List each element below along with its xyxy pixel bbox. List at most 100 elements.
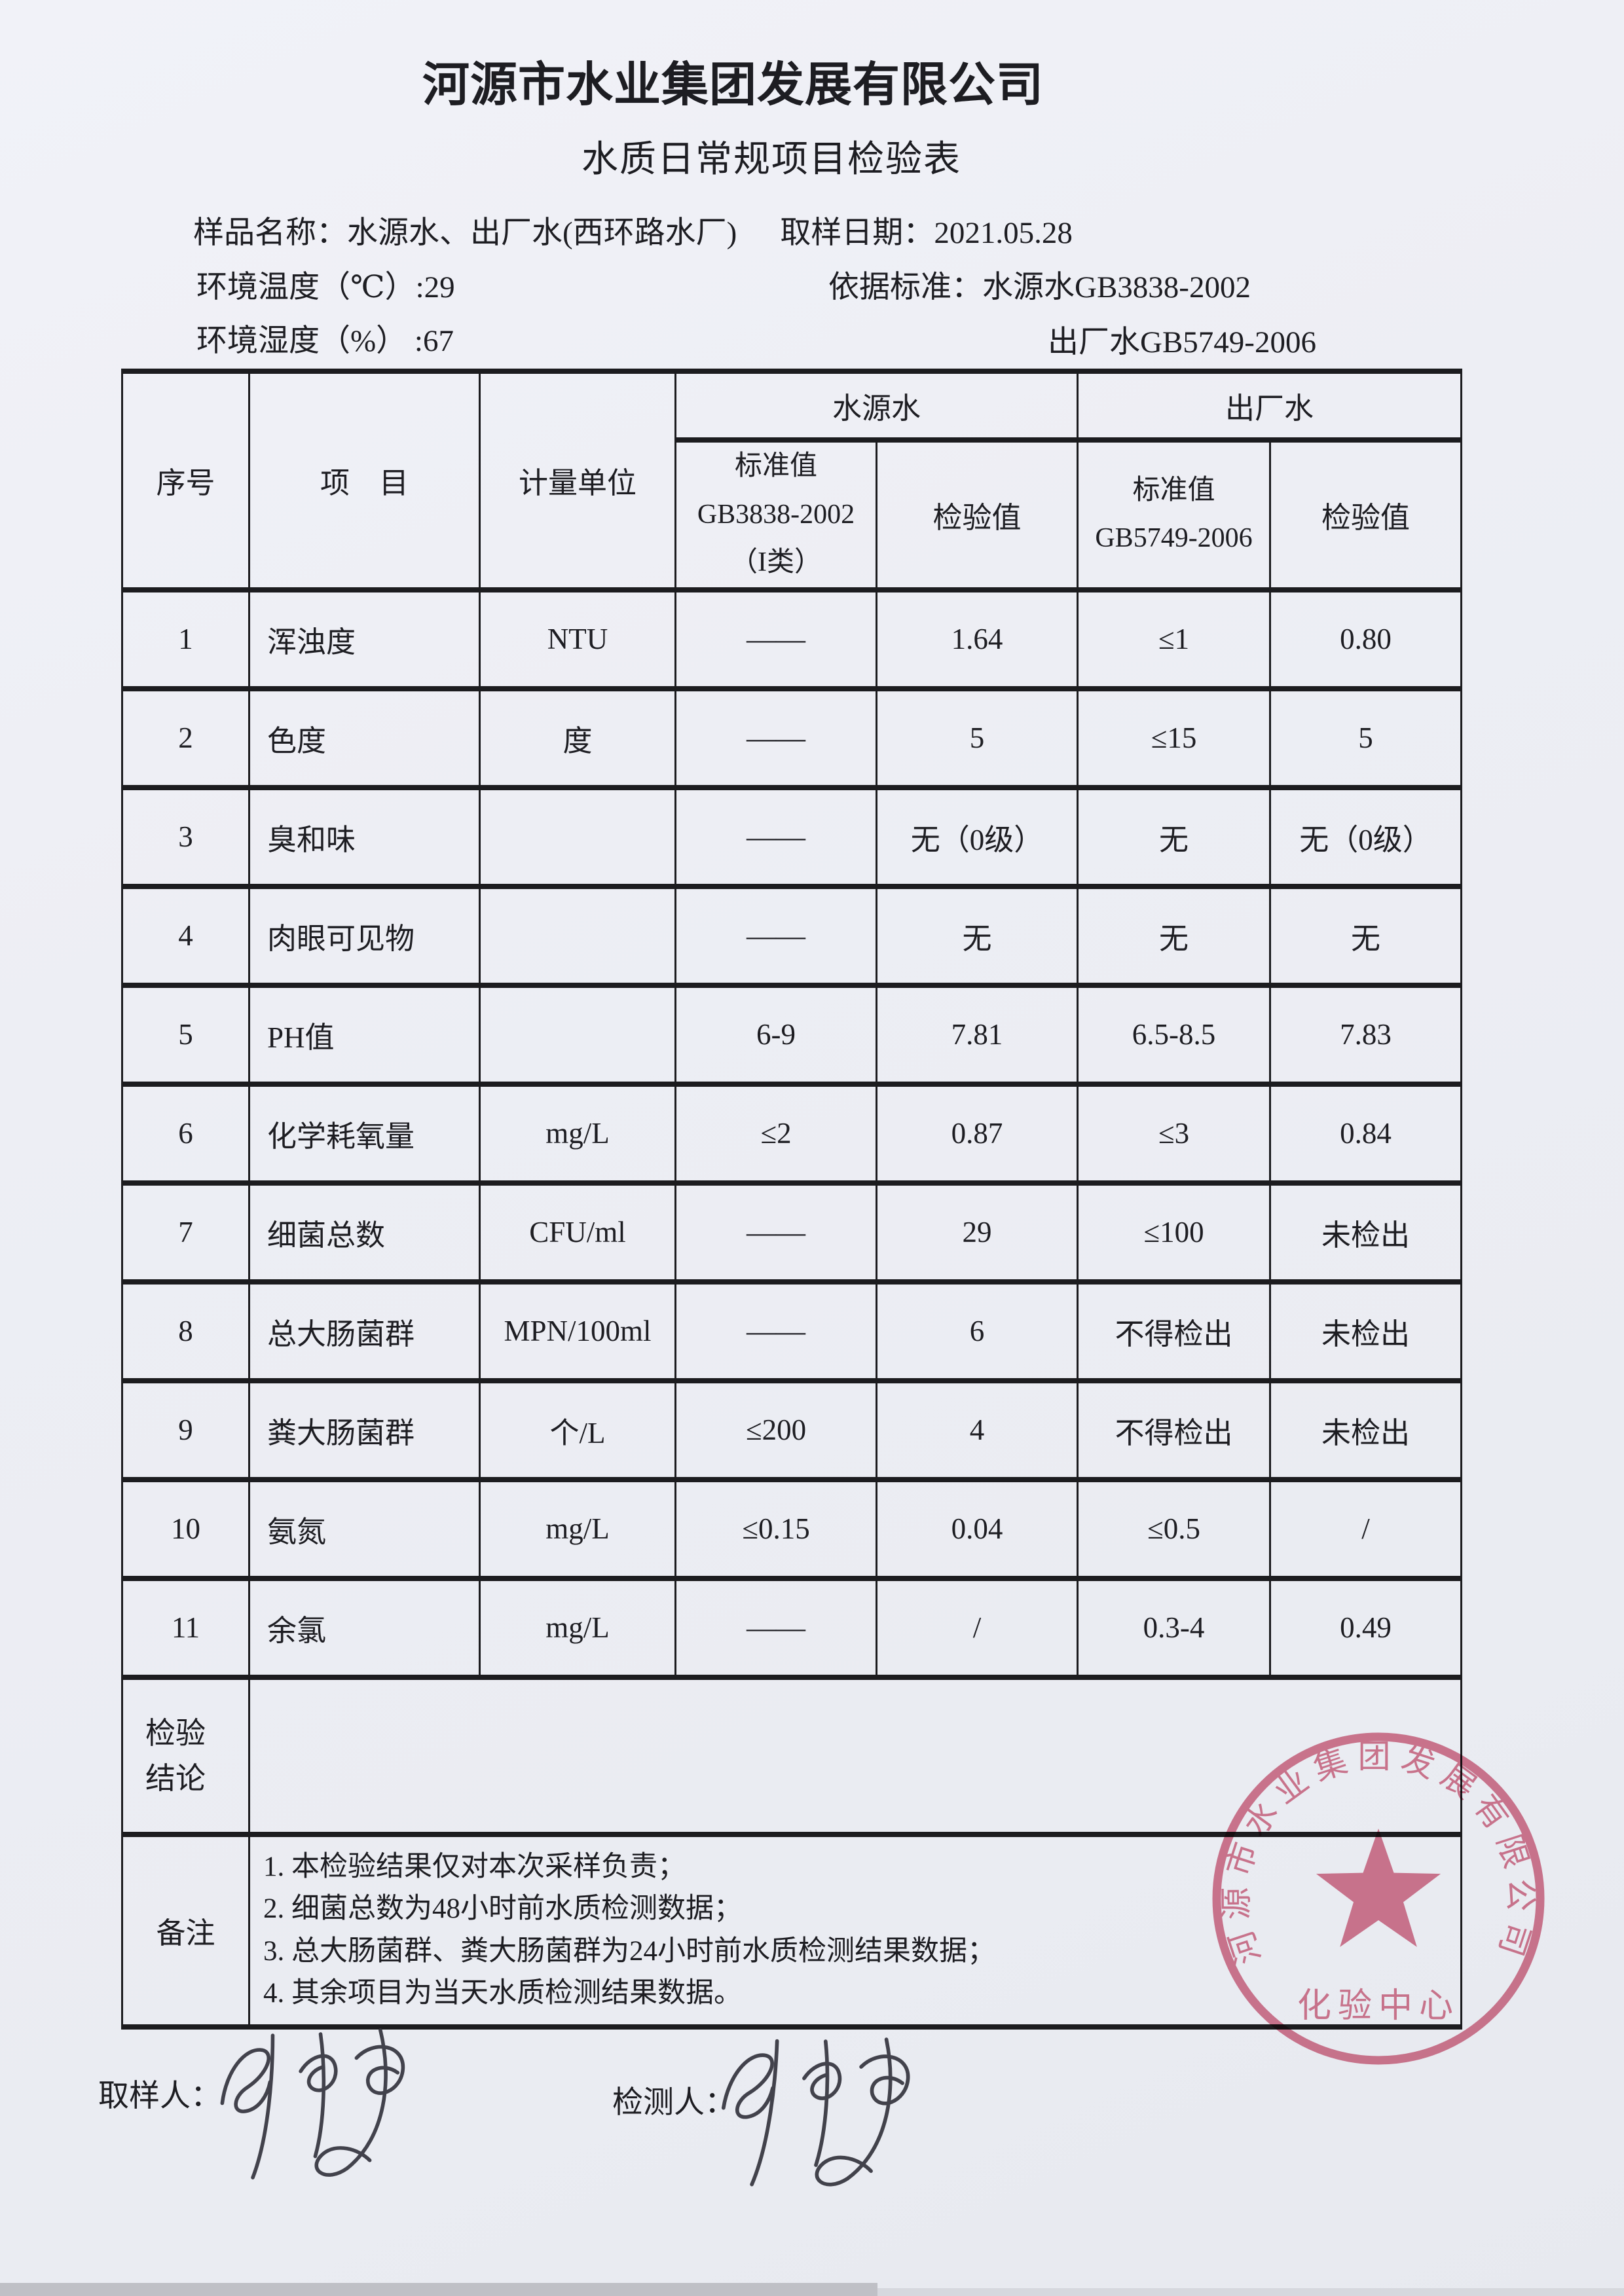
standard-line: 依据标准：水源水GB3838-2002 xyxy=(828,261,1251,306)
col-header-seq: 序号 xyxy=(121,369,250,592)
cell-unit: MPN/100ml xyxy=(479,1279,676,1383)
table-row: 8 总大肠菌群 MPN/100ml —— 6 不得检出 未检出 xyxy=(121,1279,1463,1383)
remark-line: 1. 本检验结果仅对本次采样负责； xyxy=(263,1851,686,1882)
cell-unit xyxy=(479,883,676,988)
col-header-source-standard: 标准值 GB3838-2002 （I类） xyxy=(674,437,877,592)
env-temp-line: 环境温度（℃）:29 xyxy=(196,261,455,306)
table-row: 11 余氯 mg/L —— / 0.3-4 0.49 xyxy=(121,1575,1463,1680)
cell-src-val: 无（0级） xyxy=(875,784,1079,889)
cell-seq: 4 xyxy=(121,883,250,988)
cell-unit: mg/L xyxy=(479,1575,676,1680)
conclusion-label: 检验 结论 xyxy=(121,1674,250,1837)
cell-src-val: 29 xyxy=(875,1180,1079,1285)
cell-src-std: —— xyxy=(674,1575,877,1680)
cell-unit: mg/L xyxy=(479,1081,676,1186)
cell-out-std: 不得检出 xyxy=(1077,1279,1272,1383)
stamp-ring xyxy=(1212,1732,1545,2065)
tester-label: 检测人： xyxy=(612,2086,735,2120)
cell-out-std: 6.5-8.5 xyxy=(1077,982,1272,1087)
sampling-date-value: 2021.05.28 xyxy=(934,216,1073,250)
table-row: 1 浑浊度 NTU —— 1.64 ≤1 0.80 xyxy=(121,587,1463,691)
cell-item: 余氯 xyxy=(248,1575,481,1680)
sample-name-value: 水源水、出厂水(西环路水厂) xyxy=(347,216,737,250)
cell-seq: 7 xyxy=(121,1180,250,1285)
cell-item: 肉眼可见物 xyxy=(248,883,481,988)
remark-line: 3. 总大肠菌群、粪大肠菌群为24小时前水质检测结果数据； xyxy=(263,1935,995,1967)
cell-src-val: 1.64 xyxy=(875,587,1079,691)
form-title: 水质日常规项目检验表 xyxy=(581,139,961,180)
col-header-output-value: 检验值 xyxy=(1269,437,1463,592)
company-seal-stamp: 河源市水业集团发展有限公司 化验中心 xyxy=(1212,1732,1545,2065)
cell-src-std: ≤200 xyxy=(674,1377,877,1482)
cell-seq: 10 xyxy=(121,1476,250,1581)
cell-out-val: 0.49 xyxy=(1269,1575,1463,1680)
group-header-source-water: 水源水 xyxy=(674,369,1079,443)
cell-item: 细菌总数 xyxy=(248,1180,481,1285)
cell-item: 臭和味 xyxy=(248,784,481,889)
standard-label: 依据标准： xyxy=(828,270,982,304)
cell-out-std: ≤3 xyxy=(1077,1081,1272,1186)
cell-out-std: 不得检出 xyxy=(1077,1377,1272,1482)
col-header-output-standard: 标准值 GB5749-2006 xyxy=(1077,437,1272,592)
env-temp-label: 环境温度（℃）: xyxy=(196,270,424,304)
conclusion-value xyxy=(248,1674,1463,1837)
standard-output-line: 出厂水GB5749-2006 xyxy=(1048,316,1316,361)
cell-unit: NTU xyxy=(479,587,676,691)
cell-seq: 1 xyxy=(121,587,250,691)
cell-unit: mg/L xyxy=(479,1476,676,1581)
cell-src-std: ≤2 xyxy=(674,1081,877,1186)
cell-src-std: —— xyxy=(674,1180,877,1285)
cell-item: 化学耗氧量 xyxy=(248,1081,481,1186)
cell-src-val: 0.04 xyxy=(875,1476,1079,1581)
table-row: 9 粪大肠菌群 个/L ≤200 4 不得检出 未检出 xyxy=(121,1377,1463,1482)
cell-out-val: 0.84 xyxy=(1269,1081,1463,1186)
col-header-item: 项 目 xyxy=(248,369,481,592)
sample-line: 样品名称：水源水、出厂水(西环路水厂) 取样日期：2021.05.28 xyxy=(193,207,1073,252)
company-title: 河源市水业集团发展有限公司 xyxy=(422,59,1044,111)
table-row: 7 细菌总数 CFU/ml —— 29 ≤100 未检出 xyxy=(121,1180,1463,1285)
standard-output-value: 出厂水GB5749-2006 xyxy=(1048,325,1316,359)
table-row: 3 臭和味 —— 无（0级） 无 无（0级） xyxy=(121,784,1463,889)
stamp-star-icon xyxy=(1316,1829,1441,1947)
cell-src-val: 0.87 xyxy=(875,1081,1079,1186)
sampler-label: 取样人： xyxy=(98,2079,221,2113)
scan-edge-shadow xyxy=(0,2283,877,2296)
col-header-source-value: 检验值 xyxy=(875,437,1079,592)
remarks-label: 备注 xyxy=(121,1831,250,2030)
cell-unit xyxy=(479,784,676,889)
cell-item: 总大肠菌群 xyxy=(248,1279,481,1383)
cell-out-val: 无（0级） xyxy=(1269,784,1463,889)
cell-item: 浑浊度 xyxy=(248,587,481,691)
scan-edge-shadow xyxy=(877,2288,1624,2296)
remark-line: 2. 细菌总数为48小时前水质检测数据； xyxy=(263,1893,742,1924)
tester-signature xyxy=(721,2037,910,2187)
conclusion-row: 检验 结论 xyxy=(121,1674,1463,1837)
cell-out-val: 未检出 xyxy=(1269,1180,1463,1285)
cell-out-val: 未检出 xyxy=(1269,1279,1463,1383)
cell-item: 粪大肠菌群 xyxy=(248,1377,481,1482)
table-row: 10 氨氮 mg/L ≤0.15 0.04 ≤0.5 / xyxy=(121,1476,1463,1581)
env-humidity-value: 67 xyxy=(422,324,454,358)
cell-src-val: 无 xyxy=(875,883,1079,988)
table-header-group-row: 序号 项 目 计量单位 水源水 出厂水 xyxy=(121,369,1463,592)
cell-out-std: ≤15 xyxy=(1077,685,1272,790)
group-header-output-water: 出厂水 xyxy=(1077,369,1463,443)
cell-out-std: 无 xyxy=(1077,883,1272,988)
cell-src-std: —— xyxy=(674,1279,877,1383)
cell-src-std: ≤0.15 xyxy=(674,1476,877,1581)
cell-seq: 2 xyxy=(121,685,250,790)
cell-unit: 度 xyxy=(479,685,676,790)
remark-line: 4. 其余项目为当天水质检测结果数据。 xyxy=(263,1978,742,2009)
cell-item: PH值 xyxy=(248,982,481,1087)
col-header-unit: 计量单位 xyxy=(479,369,676,592)
cell-out-std: ≤0.5 xyxy=(1077,1476,1272,1581)
cell-seq: 8 xyxy=(121,1279,250,1383)
cell-src-std: —— xyxy=(674,883,877,988)
cell-src-std: —— xyxy=(674,587,877,691)
cell-unit: 个/L xyxy=(479,1377,676,1482)
cell-out-val: 未检出 xyxy=(1269,1377,1463,1482)
cell-out-val: 7.83 xyxy=(1269,982,1463,1087)
cell-src-val: 7.81 xyxy=(875,982,1079,1087)
cell-src-std: 6-9 xyxy=(674,982,877,1087)
